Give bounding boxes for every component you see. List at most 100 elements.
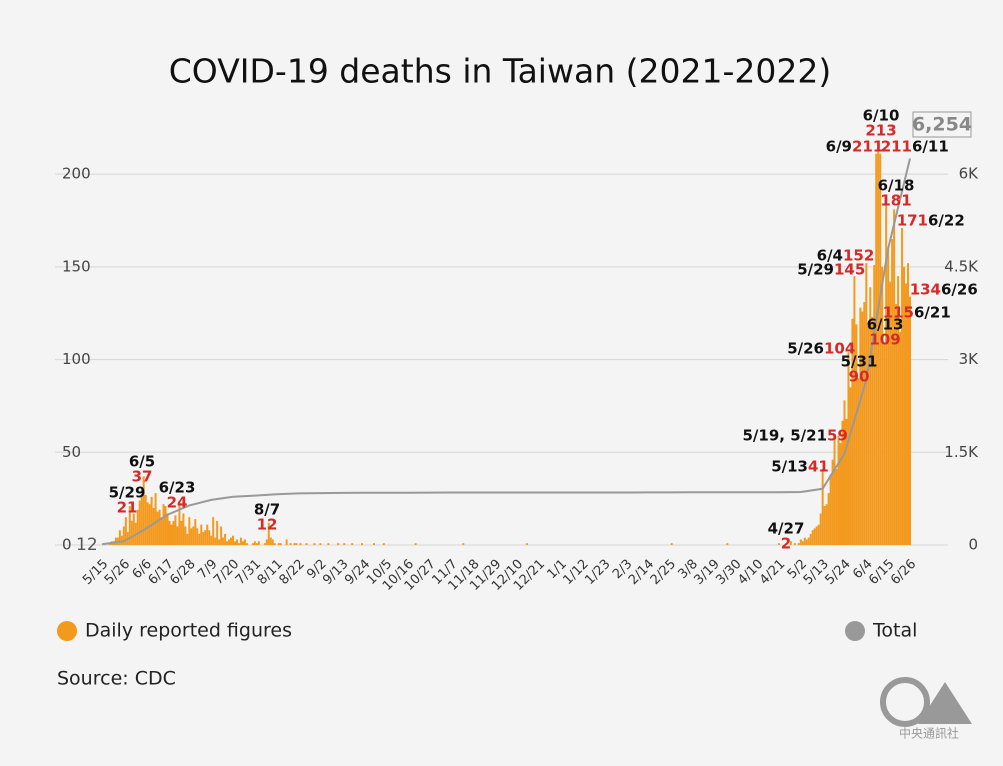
- bar: [871, 316, 874, 545]
- date-label: 6/21: [914, 304, 951, 322]
- bar: [859, 307, 862, 545]
- value-label: 171: [897, 212, 928, 230]
- bar: [120, 535, 123, 545]
- bar: [128, 506, 131, 545]
- bar: [670, 543, 673, 545]
- bar: [327, 543, 330, 545]
- bar: [162, 504, 165, 545]
- date-label: 6/26: [941, 281, 978, 299]
- bar-series: [102, 150, 911, 546]
- total-label: 6,254: [912, 114, 972, 136]
- date-label: 6/18: [878, 177, 915, 195]
- y2-tick-label: 4.5K: [944, 257, 979, 275]
- bar: [899, 331, 902, 545]
- legend-marker: [845, 621, 865, 641]
- bar: [279, 543, 282, 545]
- bar: [895, 303, 898, 545]
- bar: [909, 296, 911, 545]
- value-label: 2: [781, 535, 791, 553]
- bar: [200, 524, 203, 545]
- bar: [237, 543, 240, 545]
- bar: [905, 283, 908, 545]
- bar: [361, 543, 364, 545]
- bar: [198, 533, 201, 545]
- bar: [114, 537, 117, 545]
- value-label: 37: [132, 468, 153, 486]
- bar: [849, 387, 852, 545]
- bar: [815, 526, 818, 545]
- bar: [299, 543, 302, 545]
- y-tick-label: 200: [62, 165, 91, 183]
- total-label: 12: [76, 535, 98, 555]
- value-label: 115: [883, 304, 914, 322]
- bar: [172, 520, 175, 545]
- total-label-box: [912, 111, 972, 138]
- bar: [239, 537, 242, 545]
- bar: [218, 539, 221, 545]
- legend-marker: [57, 621, 77, 641]
- bar: [269, 537, 272, 545]
- bar: [142, 476, 145, 545]
- legend-label: Daily reported figures: [85, 620, 292, 642]
- bar: [150, 496, 153, 545]
- bar: [821, 468, 824, 545]
- bar: [234, 541, 237, 545]
- bar: [869, 287, 872, 545]
- bar: [839, 443, 842, 545]
- y2-tick-label: 0: [968, 536, 978, 554]
- date-label: 5/29: [797, 261, 834, 279]
- bar: [903, 266, 906, 545]
- bar: [168, 520, 171, 545]
- bar: [873, 265, 876, 545]
- value-label: 109: [869, 331, 900, 349]
- value-label: 152: [843, 247, 874, 265]
- bar: [192, 526, 195, 545]
- bar: [156, 511, 159, 545]
- bar: [372, 543, 375, 545]
- bar: [382, 543, 385, 545]
- bar: [228, 539, 231, 545]
- bar: [184, 526, 187, 545]
- y-tick-label: 150: [62, 257, 91, 275]
- bar: [813, 528, 816, 545]
- value-label: 213: [865, 122, 896, 140]
- bar: [216, 520, 219, 545]
- y-tick-label: 100: [62, 350, 91, 368]
- date-label: 6/11: [912, 138, 949, 156]
- date-label: 5/19, 5/21: [743, 427, 828, 445]
- bar: [879, 153, 882, 546]
- bar: [241, 541, 244, 545]
- bar: [154, 493, 157, 545]
- bar: [144, 494, 147, 545]
- y2-tick-label: 3K: [959, 350, 980, 368]
- value-label: 59: [827, 427, 848, 445]
- bar: [855, 324, 858, 545]
- date-label: 6/4: [817, 247, 843, 265]
- bar: [176, 526, 179, 545]
- bar: [220, 526, 223, 545]
- bar: [907, 263, 910, 545]
- bar: [799, 539, 802, 545]
- bar: [186, 533, 189, 545]
- bar: [122, 526, 125, 545]
- bar: [124, 517, 127, 545]
- date-label: 5/31: [841, 353, 878, 371]
- bar: [891, 239, 894, 545]
- bar: [881, 266, 884, 545]
- y2-tick-label: 6K: [959, 165, 980, 183]
- bar: [414, 543, 417, 545]
- bar: [893, 209, 896, 546]
- date-label: 5/29: [109, 484, 146, 502]
- bar: [726, 543, 729, 545]
- value-label: 41: [808, 458, 829, 476]
- bar: [877, 150, 880, 545]
- value-label: 21: [117, 499, 138, 517]
- y-tick-label: 50: [62, 443, 81, 461]
- bar: [257, 541, 260, 545]
- bar: [901, 227, 904, 545]
- bar: [805, 539, 808, 545]
- source: Source: CDC: [57, 668, 176, 690]
- bar: [178, 500, 181, 545]
- bar: [206, 524, 209, 545]
